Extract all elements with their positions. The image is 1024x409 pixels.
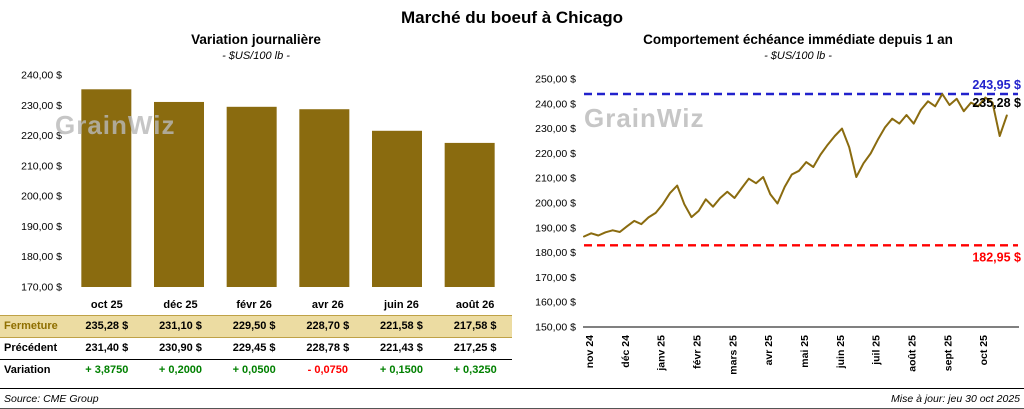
line-y-tick-label: 170,00 $	[535, 272, 576, 284]
line-x-tick-label: janv 25	[656, 335, 668, 372]
high-value-label: 243,95 $	[972, 78, 1021, 92]
variation-row: Variation + 3,8750 + 0,2000 + 0,0500- 0,075…	[0, 358, 512, 381]
variation-value: + 0,3250	[438, 358, 512, 381]
line-y-tick-label: 240,00 $	[535, 98, 576, 110]
last-value-label: 235,28 $	[972, 96, 1021, 110]
line-y-tick-label: 230,00 $	[535, 123, 576, 135]
line-y-tick-label: 250,00 $	[535, 74, 576, 86]
line-x-tick-label: déc 24	[620, 335, 632, 368]
precedent-row: Précédent 231,40 $ 230,90 $ 229,45 $ 228,78 …	[0, 337, 512, 359]
bar-août 26	[444, 142, 495, 287]
line-x-tick-label: févr 25	[692, 335, 704, 369]
bar-chart-subtitle: - $US/100 lb -	[222, 50, 290, 62]
line-chart-area: GrainWiz 250,00 $240,00 $230,00 $220,00 …	[512, 65, 1024, 377]
variation-value: - 0,0750	[290, 358, 365, 381]
line-x-tick-label: mai 25	[799, 335, 811, 368]
line-chart-subtitle: - $US/100 lb -	[764, 50, 832, 62]
page-title: Marché du boeuf à Chicago	[401, 8, 623, 27]
table-corner	[0, 295, 70, 315]
bar-févr 26	[226, 106, 277, 287]
precedent-value: 230,90 $	[159, 342, 202, 354]
bar-chart: 240,00 $ 230,00 $ 220,00 $ 210,00 $ 200,00 $…	[21, 70, 495, 294]
contract-month-label: oct 25	[90, 298, 123, 311]
line-y-tick-label: 150,00 $	[535, 322, 576, 334]
line-x-tick-label: juil 25	[871, 335, 883, 366]
bar-déc 25	[154, 101, 204, 287]
bar-y-tick-label: 200,00 $	[21, 191, 62, 203]
line-x-tick-label: mars 25	[727, 335, 739, 375]
line-y-tick-label: 220,00 $	[535, 148, 576, 160]
footer: Source: CME Group Mise à jour: jeu 30 oc…	[0, 388, 1024, 408]
source-note: Source: CME Group	[4, 392, 99, 405]
contract-month-label: avr 26	[311, 298, 344, 311]
contract-month-label: déc 25	[163, 298, 198, 311]
precedent-row-label: Précédent	[4, 342, 58, 354]
fermeture-value: 221,58 $	[364, 314, 439, 338]
line-y-tick-label: 180,00 $	[535, 247, 576, 259]
line-y-tick-label: 160,00 $	[535, 297, 576, 309]
precedent-value: 217,25 $	[453, 342, 497, 354]
bar-y-tick-label: 210,00 $	[21, 160, 62, 172]
line-x-tick-label: août 25	[907, 335, 919, 372]
line-x-tick-label: nov 24	[584, 335, 596, 368]
daily-variation-panel: Variation journalière - $US/100 lb - Gra…	[0, 32, 512, 388]
low-value-label: 182,95 $	[972, 250, 1021, 264]
line-x-tick-label: oct 25	[978, 335, 990, 366]
precedent-value: 229,45 $	[232, 342, 276, 354]
bar-y-tick-label: 190,00 $	[21, 221, 62, 233]
variation-value: + 0,1500	[364, 358, 439, 381]
line-chart-title: Comportement échéance immédiate depuis 1…	[643, 32, 953, 47]
fermeture-value: 229,50 $	[217, 314, 291, 338]
line-chart: 250,00 $ 240,00 $ 230,00 $ 220,00 $ 210,00 $…	[535, 74, 1021, 375]
fermeture-value: 217,58 $	[438, 314, 512, 338]
bar-oct 25	[81, 89, 132, 287]
contract-month-label: juin 26	[384, 298, 419, 311]
variation-value: + 0,2000	[143, 358, 218, 381]
variation-value: + 3,8750	[70, 358, 144, 381]
precedent-value: 231,40 $	[85, 342, 129, 354]
contract-months-row: oct 25 déc 25 févr 26 avr 26 juin 26 août 26	[0, 295, 512, 315]
bar-chart-area: GrainWiz 240,00 $230,00 $220,00 $210,00 …	[0, 65, 512, 295]
line-x-tick-label: sept 25	[942, 335, 954, 371]
line-x-tick-label: avr 25	[763, 335, 775, 366]
contract-month-label: févr 26	[236, 298, 272, 311]
bar-juin 26	[372, 130, 422, 287]
bar-avr 26	[299, 109, 350, 287]
bar-y-tick-label: 170,00 $	[21, 282, 62, 294]
bar-y-tick-label: 240,00 $	[21, 70, 62, 82]
precedent-value: 228,78 $	[306, 342, 350, 354]
yearly-trend-panel: Comportement échéance immédiate depuis 1…	[512, 32, 1024, 388]
variation-value: + 0,0500	[217, 358, 291, 381]
fermeture-value: 235,28 $	[70, 314, 144, 338]
price-table: oct 25 déc 25 févr 26 avr 26 juin 26 août 26 F…	[0, 295, 512, 381]
precedent-value: 221,43 $	[380, 342, 423, 354]
line-x-tick-label: juin 25	[835, 335, 847, 369]
update-note: Mise à jour: jeu 30 oct 2025	[891, 392, 1020, 405]
fermeture-value: 231,10 $	[143, 314, 218, 338]
contract-month-label: août 26	[455, 298, 495, 311]
bar-y-tick-label: 180,00 $	[21, 251, 62, 263]
chart-panels: Variation journalière - $US/100 lb - Gra…	[0, 32, 1024, 388]
bar-y-tick-label: 230,00 $	[21, 100, 62, 112]
line-y-tick-label: 200,00 $	[535, 198, 576, 210]
price-line	[583, 93, 1008, 238]
fermeture-row-label: Fermeture	[0, 314, 70, 338]
variation-row-label: Variation	[0, 358, 70, 381]
line-y-tick-label: 190,00 $	[535, 222, 576, 234]
fermeture-row: Fermeture 235,28 $231,10 $229,50 $228,70 …	[0, 314, 512, 338]
bar-y-tick-label: 220,00 $	[21, 130, 62, 142]
fermeture-value: 228,70 $	[290, 314, 365, 338]
line-y-tick-label: 210,00 $	[535, 173, 576, 185]
bar-chart-title: Variation journalière	[191, 32, 321, 47]
